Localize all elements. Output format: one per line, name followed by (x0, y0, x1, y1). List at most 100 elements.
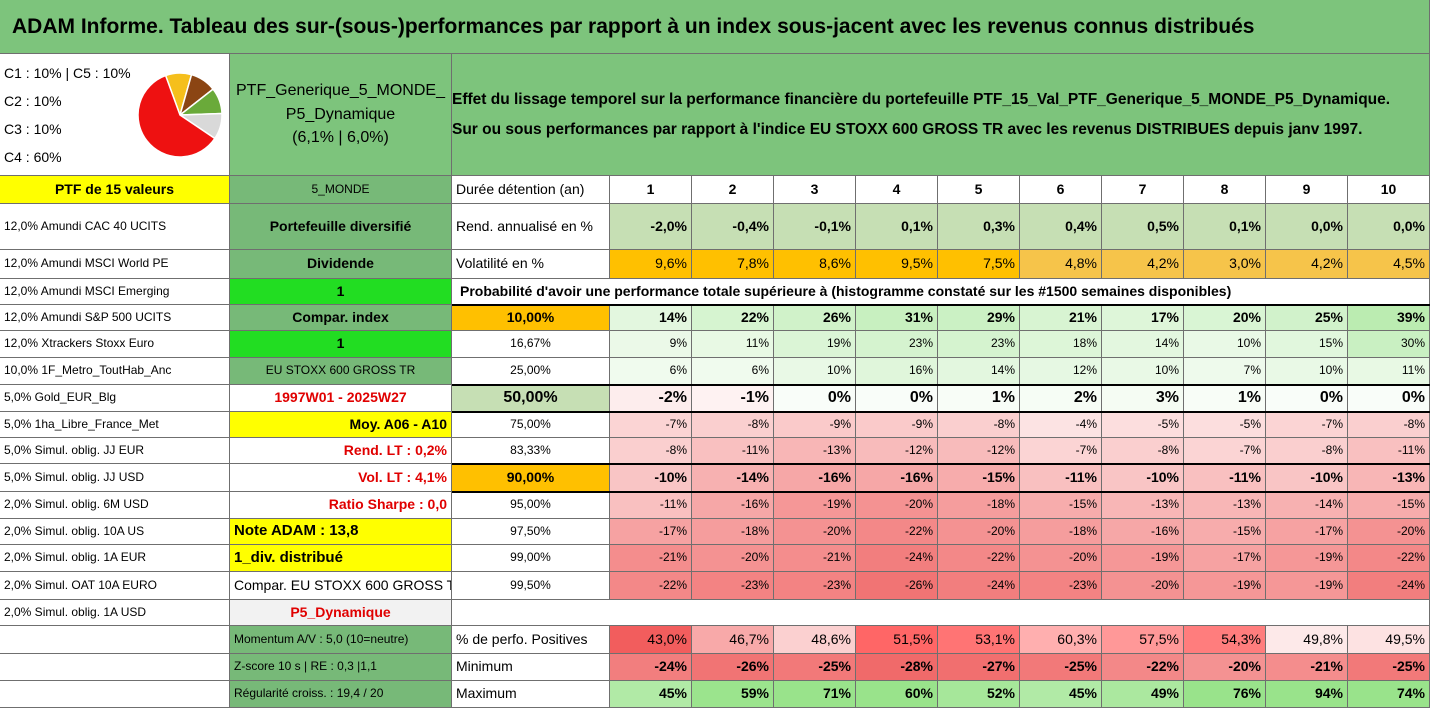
row-separator (452, 304, 1430, 306)
quantile-value: -23% (774, 572, 856, 600)
vol-value: 4,2% (1266, 250, 1348, 279)
pos-label: % de perfo. Positives (452, 626, 610, 654)
holding-row: 12,0% Xtrackers Stoxx Euro (0, 331, 230, 358)
empty-cell (452, 600, 1430, 626)
holding-row: 12,0% Amundi CAC 40 UCITS (0, 204, 230, 250)
quantile-value: -10% (1102, 464, 1184, 492)
quantile-value: -4% (1020, 412, 1102, 438)
rend-value: -0,1% (774, 204, 856, 250)
quantile-value: -12% (938, 438, 1020, 464)
quantile-value: -17% (1184, 545, 1266, 572)
zscore-cell: Z-score 10 s | RE : 0,3 |1,1 (230, 654, 452, 681)
period-cell: 1997W01 - 2025W27 (230, 385, 452, 412)
year-header-6: 6 (1020, 176, 1102, 204)
composition-line: C1 : 10% | C5 : 10% (4, 65, 131, 81)
holding-row: 5,0% Simul. oblig. JJ USD (0, 464, 230, 492)
quantile-value: -8% (1266, 438, 1348, 464)
quantile-value: -21% (774, 545, 856, 572)
rend-value: -0,4% (692, 204, 774, 250)
quantile-value: -20% (1102, 572, 1184, 600)
quantile-value: -16% (774, 464, 856, 492)
year-header-4: 4 (856, 176, 938, 204)
quantile-value: -8% (1348, 412, 1430, 438)
quantile-value: 11% (692, 331, 774, 358)
quantile-value: 22% (692, 305, 774, 331)
dividende-value[interactable]: 1 (230, 279, 452, 305)
pos-value: 49,5% (1348, 626, 1430, 654)
composition-line: C2 : 10% (4, 93, 62, 109)
pos-value: 54,3% (1184, 626, 1266, 654)
quantile-value: 3% (1102, 385, 1184, 412)
quantile-value: -18% (1020, 519, 1102, 545)
quantile-value: -5% (1102, 412, 1184, 438)
rend-value: 0,1% (1184, 204, 1266, 250)
quantile-value: -8% (938, 412, 1020, 438)
quantile-label: 99,50% (452, 572, 610, 600)
quantile-value: 9% (610, 331, 692, 358)
quantile-value: -24% (1348, 572, 1430, 600)
rend-value: 0,0% (1266, 204, 1348, 250)
quantile-value: 23% (938, 331, 1020, 358)
quantile-value: -7% (1184, 438, 1266, 464)
min-value: -27% (938, 654, 1020, 681)
min-value: -22% (1102, 654, 1184, 681)
pos-value: 51,5% (856, 626, 938, 654)
quantile-value: -8% (692, 412, 774, 438)
allocation-pie-chart (137, 72, 223, 158)
ptf-count-label: PTF de 15 valeurs (0, 176, 230, 204)
quantile-value: -11% (1020, 464, 1102, 492)
pie-slice-c4 (137, 74, 216, 158)
quantile-value: -24% (856, 545, 938, 572)
quantile-value: 31% (856, 305, 938, 331)
compar-index-label: Compar. index (230, 305, 452, 331)
rend-label: Rend. annualisé en % (452, 204, 610, 250)
quantile-value: -10% (610, 464, 692, 492)
empty-cell (1348, 279, 1430, 305)
min-label: Minimum (452, 654, 610, 681)
quantile-value: -11% (610, 492, 692, 519)
quantile-value: -16% (856, 464, 938, 492)
quantile-label: 50,00% (452, 385, 610, 412)
quantile-value: -15% (1184, 519, 1266, 545)
quantile-value: -23% (692, 572, 774, 600)
rend-value: 0,4% (1020, 204, 1102, 250)
max-value: 60% (856, 681, 938, 708)
description-line1: Effet du lissage temporel sur la perform… (452, 91, 1391, 109)
quantile-value: -14% (692, 464, 774, 492)
max-value: 45% (1020, 681, 1102, 708)
portfolio-name-box: PTF_Generique_5_MONDE_ P5_Dynamique (6,1% … (230, 54, 452, 176)
holding-row: 5,0% Gold_EUR_Blg (0, 385, 230, 412)
quantile-value: -26% (856, 572, 938, 600)
row-separator (452, 384, 1430, 386)
quantile-label: 90,00% (452, 464, 610, 492)
quantile-value: -7% (1266, 412, 1348, 438)
min-value: -28% (856, 654, 938, 681)
quantile-value: -19% (1266, 572, 1348, 600)
rend-value: 0,1% (856, 204, 938, 250)
quantile-value: 10% (1184, 331, 1266, 358)
rend-value: 0,0% (1348, 204, 1430, 250)
moy-cell: Moy. A06 - A10 (230, 412, 452, 438)
quantile-value: 18% (1020, 331, 1102, 358)
pos-value: 48,6% (774, 626, 856, 654)
empty-cell (0, 681, 230, 708)
vol-lt-cell: Vol. LT : 4,1% (230, 464, 452, 492)
vol-value: 9,6% (610, 250, 692, 279)
quantile-value: -9% (856, 412, 938, 438)
compar-index-value[interactable]: 1 (230, 331, 452, 358)
quantile-value: 0% (1348, 385, 1430, 412)
quantile-value: -15% (1348, 492, 1430, 519)
quantile-value: -18% (938, 492, 1020, 519)
quantile-value: 39% (1348, 305, 1430, 331)
quantile-value: 25% (1266, 305, 1348, 331)
compar-full-cell: Compar. EU STOXX 600 GROSS TR (230, 572, 452, 600)
quantile-value: -10% (1266, 464, 1348, 492)
holding-row: 2,0% Simul. oblig. 1A EUR (0, 545, 230, 572)
quantile-value: 19% (774, 331, 856, 358)
holding-row: 2,0% Simul. oblig. 10A US (0, 519, 230, 545)
quantile-value: 1% (938, 385, 1020, 412)
quantile-value: -20% (692, 545, 774, 572)
min-value: -21% (1266, 654, 1348, 681)
quantile-value: -11% (1348, 438, 1430, 464)
